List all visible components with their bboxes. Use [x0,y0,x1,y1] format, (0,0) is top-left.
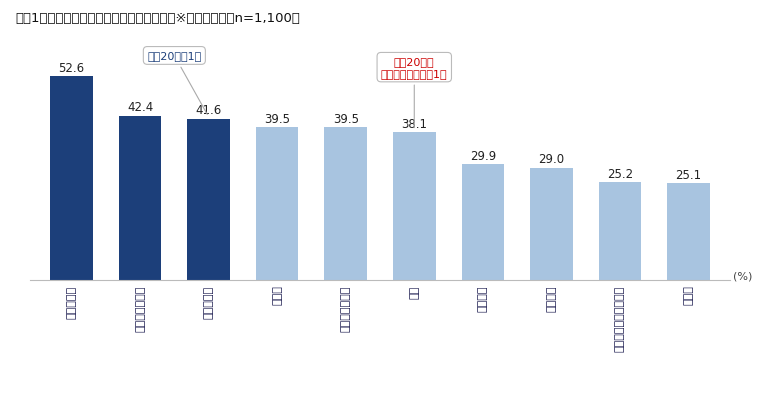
Text: 42.4: 42.4 [127,101,154,114]
Text: 25.1: 25.1 [676,168,701,181]
Text: 29.0: 29.0 [538,153,565,166]
Text: 25.2: 25.2 [606,168,633,181]
Bar [188,119,230,281]
Text: 41.6: 41.6 [195,104,222,117]
Text: 52.6: 52.6 [59,61,84,75]
Bar [530,168,572,281]
Text: ＜図1＞　今の時代、もう不要だと思うもの※複数回答　（n=1,100）: ＜図1＞ 今の時代、もう不要だと思うもの※複数回答 （n=1,100） [15,12,300,25]
Bar [256,128,299,281]
Bar [393,133,435,281]
Bar [119,116,161,281]
Text: 38.1: 38.1 [401,118,427,131]
Bar [325,128,367,281]
Bar [461,165,504,281]
Text: 39.5: 39.5 [333,112,359,125]
Text: 女性20代で
義理チョコと同率1位: 女性20代で 義理チョコと同率1位 [381,57,448,128]
Text: 29.9: 29.9 [470,150,496,162]
Text: 39.5: 39.5 [264,112,290,125]
Text: 男性20代で1位: 男性20代で1位 [147,51,207,115]
Bar [667,183,710,281]
Bar [599,183,641,281]
Bar [50,77,93,281]
Text: (%): (%) [733,271,752,281]
